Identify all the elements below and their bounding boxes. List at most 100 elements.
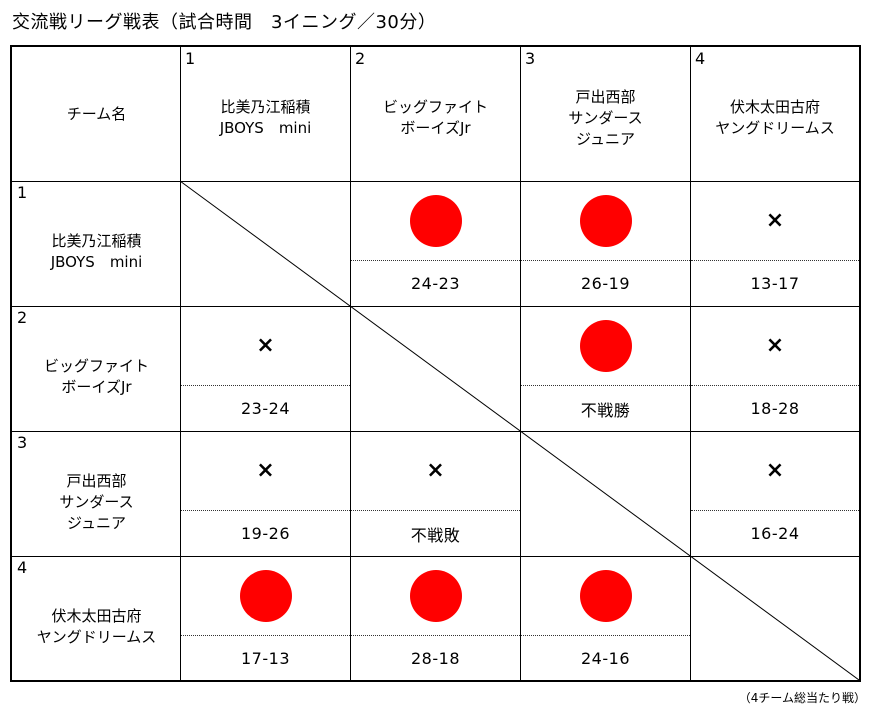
team-name-line: 伏木太田古府 bbox=[51, 607, 142, 625]
dotted-divider bbox=[691, 260, 859, 261]
row-header-team-3: 3 戸出西部サンダースジュニア bbox=[13, 432, 180, 556]
win-circle-icon bbox=[579, 195, 632, 247]
team-number: 2 bbox=[355, 49, 366, 68]
match-score: 23-24 bbox=[241, 399, 290, 418]
result-cell: × 23-24 bbox=[181, 307, 350, 431]
result-mark: × bbox=[181, 432, 350, 510]
dotted-divider bbox=[351, 510, 520, 511]
team-number: 3 bbox=[17, 433, 28, 452]
column-header-team-2: 2 ビッグファイト ボーイズJr bbox=[351, 48, 520, 181]
team-number: 1 bbox=[185, 49, 196, 68]
team-name: 戸出西部サンダースジュニア bbox=[521, 87, 690, 150]
dotted-divider bbox=[181, 510, 350, 511]
team-name-line: サンダース bbox=[59, 493, 134, 511]
footnote: （4チーム総当たり戦） bbox=[738, 691, 866, 705]
result-mark: × bbox=[691, 182, 859, 260]
corner-cell: チーム名 bbox=[13, 48, 180, 181]
column-header-team-3: 3 戸出西部サンダースジュニア bbox=[521, 48, 690, 181]
result-mark: × bbox=[351, 432, 520, 510]
team-name: ビッグファイト ボーイズJr bbox=[13, 356, 180, 398]
column-header-team-1: 1 比美乃江稲積 JBOYS mini bbox=[181, 48, 350, 181]
loss-cross-icon: × bbox=[765, 208, 785, 233]
dotted-divider bbox=[351, 635, 520, 636]
team-name: 伏木太田古府 ヤングドリームス bbox=[13, 606, 180, 648]
result-cell: 26-19 bbox=[521, 182, 690, 306]
team-name-line: 戸出西部 bbox=[575, 88, 636, 106]
result-cell: × 13-17 bbox=[691, 182, 859, 306]
result-mark bbox=[351, 182, 520, 260]
win-circle-icon bbox=[579, 320, 632, 372]
team-name-line: 戸出西部 bbox=[66, 472, 127, 490]
result-mark: × bbox=[691, 307, 859, 385]
result-mark: × bbox=[691, 432, 859, 510]
team-name-line: JBOYS mini bbox=[50, 253, 143, 271]
match-score: 13-17 bbox=[750, 274, 800, 293]
team-name-line: ジュニア bbox=[67, 514, 126, 532]
team-name-line: サンダース bbox=[568, 109, 643, 127]
match-score: 不戦勝 bbox=[580, 400, 631, 420]
team-name-line: ビッグファイト bbox=[43, 357, 149, 375]
result-mark: × bbox=[181, 307, 350, 385]
team-name-line: ジュニア bbox=[576, 130, 635, 148]
result-cell: 24-16 bbox=[521, 557, 690, 680]
match-score: 18-28 bbox=[750, 399, 800, 418]
row-header-team-2: 2 ビッグファイト ボーイズJr bbox=[13, 307, 180, 431]
result-cell: × 不戦敗 bbox=[351, 432, 520, 556]
result-mark bbox=[181, 557, 350, 635]
team-name: 戸出西部サンダースジュニア bbox=[13, 471, 180, 534]
team-name: 伏木太田古府 ヤングドリームス bbox=[691, 97, 859, 139]
row-header-team-4: 4 伏木太田古府 ヤングドリームス bbox=[13, 557, 180, 680]
team-name: 比美乃江稲積 JBOYS mini bbox=[13, 231, 180, 273]
result-cell: 17-13 bbox=[181, 557, 350, 680]
team-name-line: 伏木太田古府 bbox=[729, 98, 820, 116]
result-mark bbox=[521, 307, 690, 385]
loss-cross-icon: × bbox=[256, 333, 275, 358]
dotted-divider bbox=[521, 385, 690, 386]
loss-cross-icon: × bbox=[256, 458, 275, 483]
team-name-line: ボーイズJr bbox=[400, 119, 471, 137]
team-number: 3 bbox=[525, 49, 536, 68]
team-name: ビッグファイト ボーイズJr bbox=[351, 97, 520, 139]
team-number: 4 bbox=[17, 558, 28, 577]
result-cell: × 16-24 bbox=[691, 432, 859, 556]
dotted-divider bbox=[181, 635, 350, 636]
corner-label: チーム名 bbox=[66, 105, 127, 123]
result-cell: × 19-26 bbox=[181, 432, 350, 556]
team-name-line: ヤングドリームス bbox=[715, 119, 835, 137]
loss-cross-icon: × bbox=[426, 458, 445, 483]
dotted-divider bbox=[691, 510, 859, 511]
team-name-line: JBOYS mini bbox=[219, 119, 312, 137]
team-name-line: ビッグファイト bbox=[382, 98, 488, 116]
match-score: 17-13 bbox=[241, 649, 290, 668]
team-name-line: ヤングドリームス bbox=[36, 628, 157, 646]
match-score: 24-16 bbox=[581, 649, 630, 668]
match-score: 不戦敗 bbox=[410, 525, 461, 545]
team-name: 比美乃江稲積 JBOYS mini bbox=[181, 97, 350, 139]
team-name-line: ボーイズJr bbox=[61, 378, 132, 396]
dotted-divider bbox=[691, 385, 859, 386]
dotted-divider bbox=[521, 260, 690, 261]
match-score: 24-23 bbox=[411, 274, 460, 293]
row-header-team-1: 1 比美乃江稲積 JBOYS mini bbox=[13, 182, 180, 306]
win-circle-icon bbox=[579, 570, 632, 622]
team-name-line: 比美乃江稲積 bbox=[220, 98, 311, 116]
match-score: 26-19 bbox=[581, 274, 630, 293]
result-cell: 28-18 bbox=[351, 557, 520, 680]
loss-cross-icon: × bbox=[765, 333, 785, 358]
win-circle-icon bbox=[239, 570, 292, 622]
result-cell: 不戦勝 bbox=[521, 307, 690, 431]
result-mark bbox=[521, 182, 690, 260]
page-title: 交流戦リーグ戦表（試合時間 3イニング／30分） bbox=[12, 12, 437, 33]
loss-cross-icon: × bbox=[765, 458, 785, 483]
team-number: 1 bbox=[17, 183, 28, 202]
dotted-divider bbox=[521, 635, 690, 636]
result-mark bbox=[351, 557, 520, 635]
dotted-divider bbox=[181, 385, 350, 386]
result-cell: × 18-28 bbox=[691, 307, 859, 431]
result-cell: 24-23 bbox=[351, 182, 520, 306]
team-name-line: 比美乃江稲積 bbox=[51, 232, 142, 250]
team-number: 2 bbox=[17, 308, 28, 327]
win-circle-icon bbox=[409, 195, 462, 247]
match-score: 28-18 bbox=[411, 649, 460, 668]
league-table: チーム名 1 比美乃江稲積 JBOYS mini 2 ビッグファイト ボーイズJr 3 戸出西部… bbox=[10, 45, 861, 682]
